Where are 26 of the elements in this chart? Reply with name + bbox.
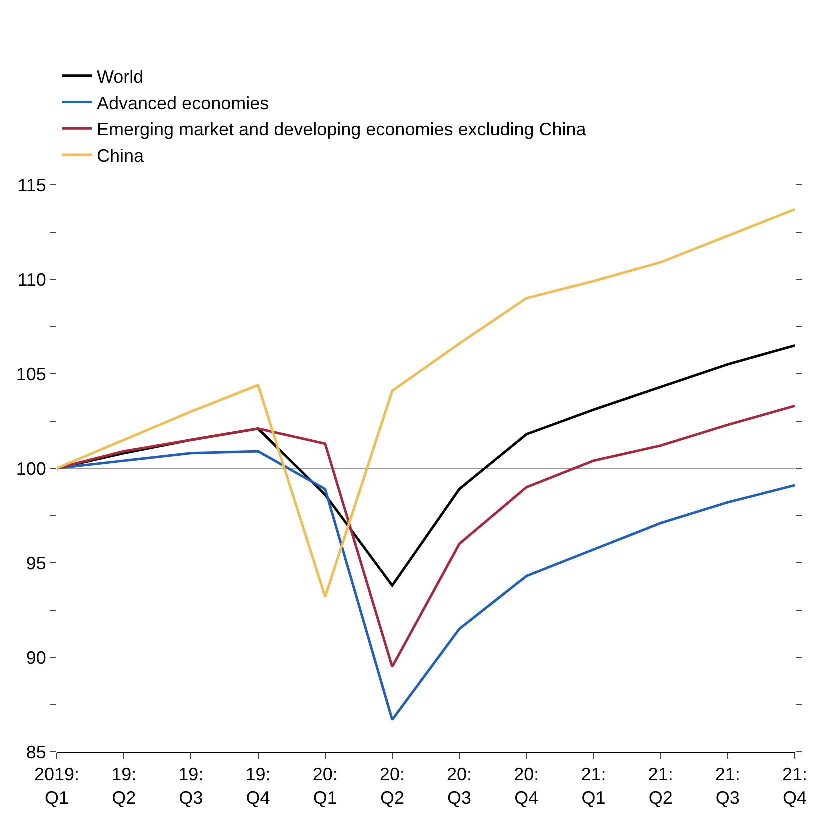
x-tick-label: 19: Q3 bbox=[178, 764, 204, 808]
x-tick-label: 2019: Q1 bbox=[34, 764, 80, 808]
x-tick-label: 20: Q3 bbox=[447, 764, 472, 808]
x-tick-label: 19: Q2 bbox=[112, 764, 137, 808]
y-tick-label: 115 bbox=[18, 175, 46, 196]
y-tick-label: 85 bbox=[26, 742, 46, 762]
legend-label: China bbox=[97, 146, 146, 166]
x-tick-label: 21: Q3 bbox=[715, 764, 740, 808]
y-tick-label: 95 bbox=[26, 553, 46, 574]
x-tick-label: 19: Q4 bbox=[246, 764, 271, 808]
line-series bbox=[57, 208, 795, 598]
legend-label: Advanced economies bbox=[97, 93, 270, 114]
x-tick-label: 20: Q4 bbox=[514, 764, 540, 808]
x-tick-label: 21: Q2 bbox=[648, 764, 674, 808]
x-tick-label: 20: Q1 bbox=[312, 764, 338, 808]
y-tick-label: 90 bbox=[26, 648, 46, 668]
y-tick-label: 105 bbox=[16, 364, 46, 384]
legend-label: World bbox=[97, 66, 144, 87]
x-tick-label: 21: Q4 bbox=[782, 764, 808, 808]
x-tick-label: 21: Q1 bbox=[581, 764, 606, 808]
x-tick-label: 20: Q2 bbox=[380, 764, 405, 808]
line-series bbox=[57, 404, 795, 668]
legend-label: Emerging market and developing economies excluding China bbox=[97, 120, 588, 140]
line-series bbox=[57, 450, 795, 722]
y-tick-label: 100 bbox=[16, 458, 46, 479]
y-tick-label: 110 bbox=[18, 270, 46, 290]
